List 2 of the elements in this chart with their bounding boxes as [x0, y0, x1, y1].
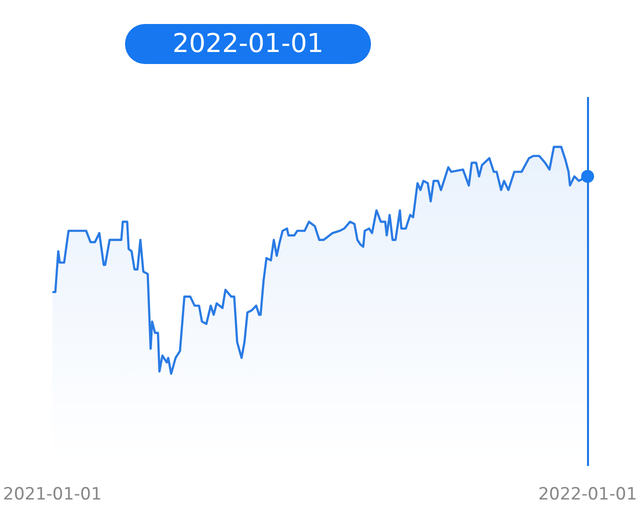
x-tick-label: 2021-01-01: [3, 484, 102, 504]
text: 2022-01-01: [172, 29, 324, 59]
